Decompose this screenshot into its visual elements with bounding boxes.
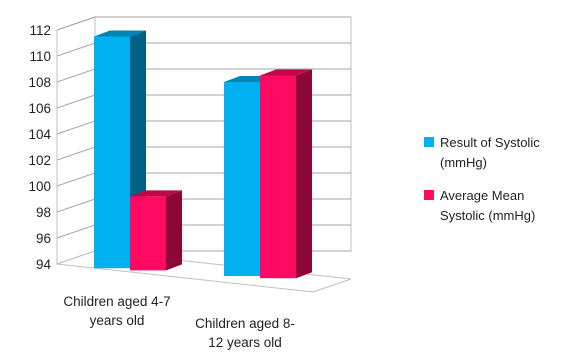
- bar-side-face: [296, 69, 312, 279]
- bars: [94, 30, 312, 279]
- bar-front-face: [260, 75, 296, 279]
- y-tick-label: 98: [36, 205, 51, 220]
- x-category-label: years old: [90, 313, 145, 328]
- y-tick-label: 106: [28, 101, 51, 116]
- y-tick-label: 94: [36, 257, 52, 272]
- x-category-label: Children aged 8-: [195, 316, 295, 331]
- bar-front-face: [94, 36, 130, 269]
- y-tick-label: 110: [29, 49, 51, 64]
- y-axis-tick-labels: 94 96 98 100 102 104 106 108 110 112: [28, 23, 51, 272]
- y-tick-label: 112: [29, 23, 51, 38]
- legend-entry-label: (mmHg): [440, 155, 487, 170]
- y-tick-label: 108: [28, 75, 51, 90]
- bar-side-face: [166, 190, 182, 271]
- legend-entry-label: Result of Systolic: [440, 135, 540, 150]
- y-tick-label: 102: [28, 153, 51, 168]
- y-tick-label: 104: [28, 127, 51, 142]
- y-tick-label: 96: [36, 231, 51, 246]
- bar-front-face: [224, 82, 260, 277]
- bar-front-face: [130, 196, 166, 271]
- x-category-label: 12 years old: [208, 335, 282, 350]
- bar-top-face: [130, 190, 182, 197]
- bar-top-face: [260, 69, 312, 76]
- x-category-label: Children aged 4-7: [63, 294, 170, 309]
- bar-top-face: [94, 30, 146, 37]
- legend-entry-label: Average Mean: [440, 188, 524, 203]
- legend-swatch: [424, 137, 434, 147]
- gridline: [56, 16, 351, 31]
- legend-entry-label: Systolic (mmHg): [440, 208, 535, 223]
- legend: Result of Systolic (mmHg) Average Mean Syst…: [424, 135, 540, 223]
- legend-swatch: [424, 190, 434, 200]
- x-axis-category-labels: Children aged 4-7 years old Children aged …: [63, 294, 295, 350]
- y-tick-label: 100: [28, 179, 51, 194]
